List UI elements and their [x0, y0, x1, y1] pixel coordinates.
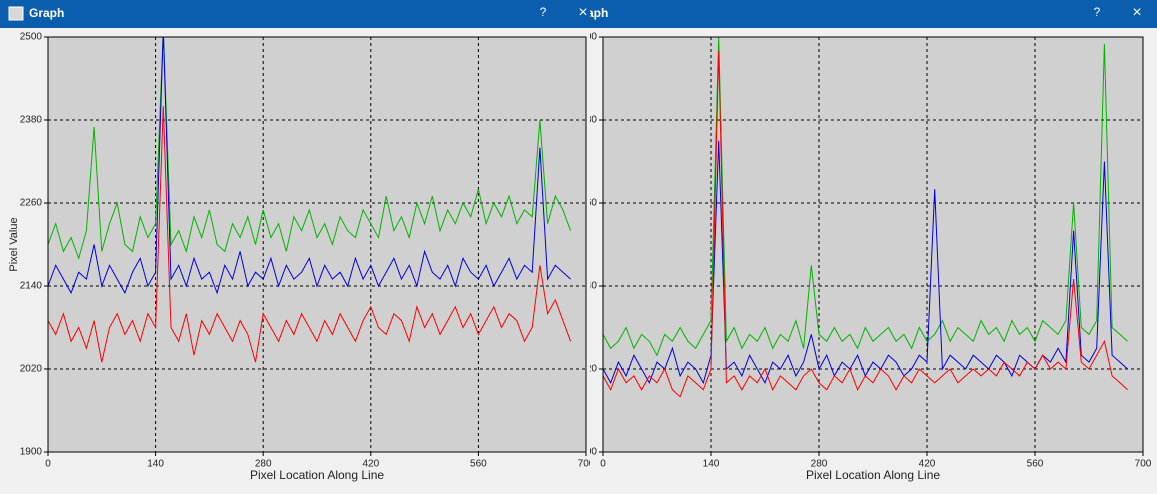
help-button[interactable]: ? [540, 5, 547, 19]
plot-frame [602, 36, 1144, 453]
plot-area [48, 37, 586, 452]
help-button[interactable]: ? [1094, 5, 1101, 19]
y-tick-label: 1900 [20, 447, 43, 458]
window-icon [8, 6, 24, 21]
x-tick-label: 560 [1027, 459, 1044, 470]
data-line [603, 50, 1128, 398]
y-tick-label: 2500 [20, 32, 43, 43]
data-line [48, 37, 572, 260]
y-tick-label: 2260 [20, 198, 43, 209]
data-line [48, 37, 571, 295]
x-tick-label: 420 [919, 459, 936, 470]
x-tick-label: 0 [45, 459, 51, 470]
x-axis-label: Pixel Location Along Line [250, 468, 384, 482]
y-tick-label: 2140 [20, 281, 43, 292]
plot-area [603, 37, 1143, 452]
plot-series [603, 37, 1128, 398]
x-tick-label: 140 [147, 459, 164, 470]
title-bar [0, 0, 590, 28]
x-axis-label: Pixel Location Along Line [806, 468, 940, 482]
x-tick-label: 420 [362, 459, 379, 470]
data-line [603, 37, 1128, 357]
close-button[interactable]: × [1132, 4, 1141, 21]
x-tick-label: 700 [578, 459, 595, 470]
y-axis-label: Pixel Value [8, 217, 20, 271]
plot-frame [47, 36, 587, 453]
plot-series [48, 37, 572, 363]
x-tick-label: 560 [470, 459, 487, 470]
y-tick-label: 2020 [20, 364, 43, 375]
graph-window: Graph ? × 190020202140226023802500014028… [555, 0, 1157, 489]
x-tick-label: 0 [600, 459, 606, 470]
title-bar [555, 0, 1157, 28]
graph-window: Graph ? × 1900 2020 2140 2260 2380 2500 0 140 28… [0, 0, 595, 483]
y-tick-label: 2380 [20, 115, 43, 126]
x-tick-label: 700 [1135, 459, 1152, 470]
close-button[interactable]: × [578, 4, 587, 21]
window-title: Graph [29, 6, 64, 20]
x-tick-label: 280 [811, 459, 828, 470]
x-tick-label: 140 [703, 459, 720, 470]
x-tick-label: 280 [255, 459, 272, 470]
data-line [48, 106, 572, 363]
